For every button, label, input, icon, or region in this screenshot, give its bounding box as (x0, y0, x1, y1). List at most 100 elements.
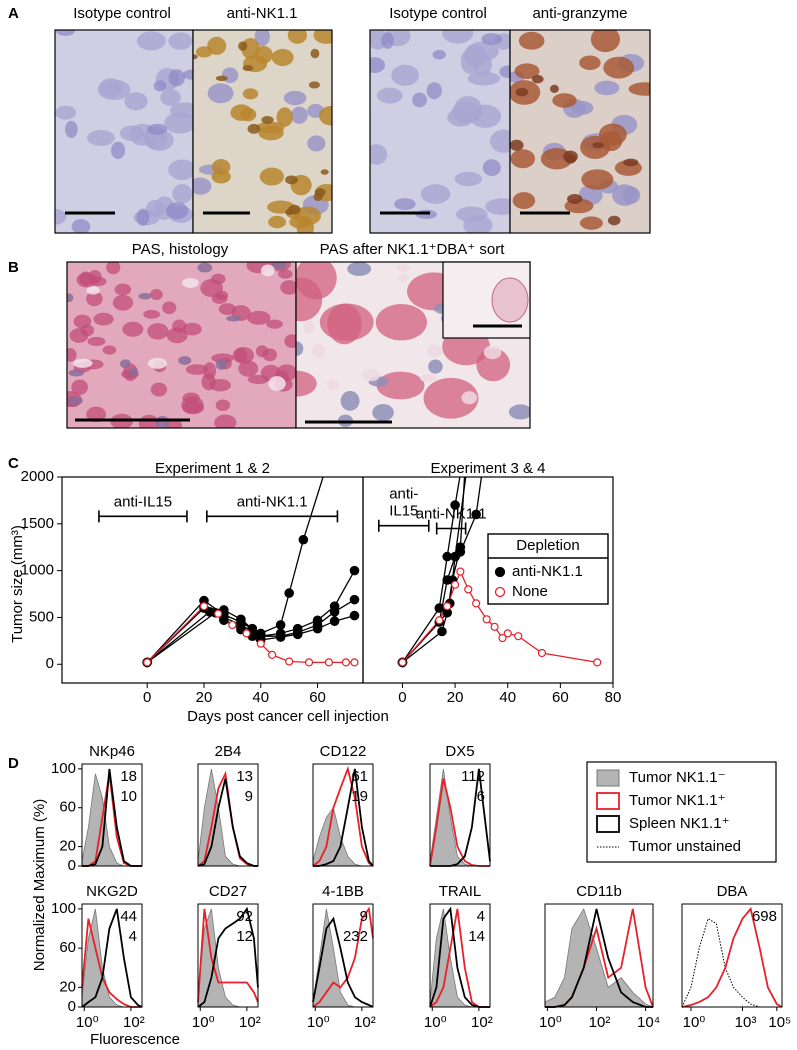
cell (319, 106, 332, 126)
cell (420, 373, 437, 383)
cell (623, 158, 639, 167)
histogram-line (313, 768, 374, 867)
plot-frame (312, 763, 374, 867)
cell (215, 358, 227, 370)
cell (86, 406, 107, 423)
cell (211, 353, 235, 363)
cell (296, 370, 317, 397)
cell (491, 277, 529, 323)
cell (531, 74, 544, 84)
y-tick-label: 60 (59, 799, 76, 816)
cell (215, 399, 231, 411)
plot-frame (81, 903, 143, 1008)
histogram-line (197, 778, 258, 867)
cell (284, 334, 296, 348)
x-tick-label: 10² (123, 1014, 145, 1031)
annotation: anti-NK1.1 (416, 505, 487, 522)
data-point (268, 650, 277, 660)
plot-frame (429, 903, 491, 1008)
data-point (298, 534, 309, 545)
cell (124, 92, 148, 111)
x-tick-label: 10⁵ (768, 1014, 791, 1031)
cell (168, 159, 193, 181)
chart-title: 2B4 (215, 743, 242, 760)
cell (172, 319, 187, 333)
plot-frame (362, 476, 614, 684)
mfi-label: 44 (120, 908, 137, 925)
data-point (312, 623, 323, 634)
panel-label: B (8, 259, 19, 276)
histogram-line (197, 906, 259, 1008)
data-point (398, 658, 407, 667)
plot-frame (312, 903, 374, 1008)
y-tick-label: 0 (68, 857, 76, 874)
cell (99, 78, 123, 97)
chart-title: NKp46 (89, 743, 135, 760)
micrograph-background (67, 262, 296, 428)
data-point (490, 622, 499, 631)
cell (571, 101, 594, 115)
data-point (435, 616, 444, 625)
cell (238, 41, 248, 51)
cell (510, 149, 536, 169)
cell (563, 150, 578, 163)
panel-label: D (8, 755, 19, 772)
cell (102, 345, 117, 355)
cell (510, 139, 524, 151)
x-tick-label: 60 (552, 689, 569, 706)
cell (271, 262, 287, 270)
cell (182, 69, 193, 80)
cell (138, 292, 152, 300)
data-point (349, 565, 360, 576)
annotation: anti-NK1.1 (237, 493, 308, 510)
cell (370, 144, 388, 165)
cell (69, 328, 89, 343)
x-tick-label: 10⁰ (683, 1014, 706, 1031)
x-tick-label: 10⁰ (76, 1014, 99, 1031)
cell (391, 64, 420, 86)
cell (313, 30, 332, 44)
cell (114, 283, 132, 296)
cell (247, 123, 261, 134)
panel-label: A (8, 5, 19, 22)
cell (308, 81, 321, 89)
cell (296, 217, 314, 233)
x-tick-label: 40 (252, 689, 269, 706)
cell (197, 262, 213, 273)
cell (181, 277, 199, 288)
cell (296, 341, 304, 357)
data-point (228, 620, 237, 630)
cell (581, 169, 614, 190)
data-point (464, 585, 473, 594)
legend-label: Tumor NK1.1⁺ (629, 792, 726, 809)
cell (214, 414, 237, 428)
y-tick-label: 0 (46, 655, 54, 672)
histogram-line (681, 906, 783, 1008)
cell (485, 198, 510, 215)
cell (71, 379, 88, 395)
cell (280, 280, 296, 295)
annotation: IL15 (389, 503, 418, 520)
cell (147, 358, 168, 369)
cell (362, 369, 381, 382)
data-point (456, 567, 465, 576)
panel-label: C (8, 455, 19, 472)
cell (162, 301, 177, 315)
cell (87, 129, 115, 146)
cell (65, 120, 78, 138)
cell (87, 336, 106, 346)
data-point (503, 629, 512, 638)
data-point (242, 629, 251, 638)
cell (143, 309, 161, 319)
cell (481, 33, 503, 45)
cell (320, 169, 329, 175)
mfi-label: 6 (477, 788, 485, 805)
cell (423, 377, 479, 419)
cell (442, 30, 474, 44)
cell (259, 167, 284, 186)
cell (254, 30, 270, 47)
cell (129, 367, 139, 377)
x-tick-label: 0 (398, 689, 406, 706)
x-tick-label: 60 (309, 689, 326, 706)
cell (372, 404, 394, 422)
